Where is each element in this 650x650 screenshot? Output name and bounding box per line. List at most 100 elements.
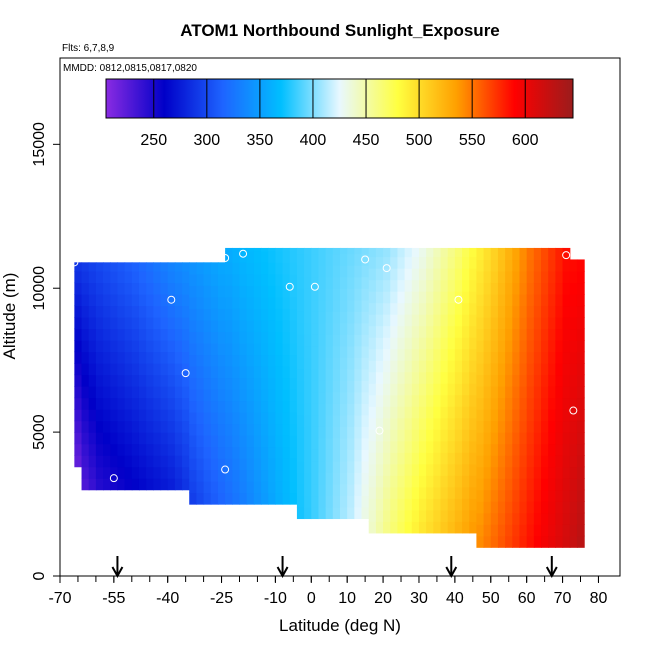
heatmap-cell bbox=[167, 420, 176, 433]
heatmap-cell bbox=[505, 535, 513, 548]
heatmap-cell bbox=[296, 506, 305, 520]
heatmap-cell bbox=[246, 446, 255, 459]
heatmap-cell bbox=[304, 253, 312, 266]
heatmap-cell bbox=[253, 296, 262, 309]
heatmap-cell bbox=[526, 489, 535, 502]
heatmap-cell bbox=[261, 492, 269, 505]
heatmap-cell bbox=[282, 446, 291, 459]
heatmap-cell bbox=[397, 247, 406, 258]
heatmap-cell bbox=[404, 440, 413, 453]
heatmap-cell bbox=[196, 434, 205, 448]
heatmap-cell bbox=[246, 481, 255, 494]
heatmap-cell bbox=[519, 489, 528, 502]
heatmap-cell bbox=[196, 469, 205, 482]
heatmap-cell bbox=[74, 374, 83, 387]
heatmap-cell bbox=[225, 458, 233, 471]
heatmap-cell bbox=[253, 434, 262, 448]
heatmap-cell bbox=[505, 328, 513, 341]
heatmap-cell bbox=[196, 308, 205, 321]
heatmap-cell bbox=[418, 383, 427, 396]
heatmap-cell bbox=[239, 365, 248, 379]
heatmap-cell bbox=[131, 305, 140, 318]
heatmap-cell bbox=[433, 521, 442, 534]
colorbar bbox=[105, 78, 574, 119]
heatmap-cell bbox=[483, 305, 492, 318]
heatmap-cell bbox=[447, 521, 456, 534]
heatmap-cell bbox=[304, 299, 312, 312]
heatmap-cell bbox=[569, 351, 578, 364]
heatmap-cell bbox=[433, 429, 442, 442]
heatmap-cell bbox=[512, 535, 521, 548]
heatmap-cell bbox=[225, 446, 233, 459]
heatmap-cell bbox=[497, 420, 506, 433]
heatmap-cell bbox=[253, 388, 262, 402]
heatmap-cell bbox=[253, 446, 262, 459]
heatmap-cell bbox=[390, 279, 399, 292]
heatmap-cell bbox=[569, 443, 578, 456]
heatmap-cell bbox=[217, 492, 226, 505]
heatmap-cell bbox=[117, 305, 126, 318]
heatmap-cell bbox=[246, 377, 255, 390]
heatmap-cell bbox=[526, 351, 535, 364]
heatmap-cell bbox=[555, 305, 564, 318]
heatmap-cell bbox=[497, 535, 506, 548]
heatmap-cell bbox=[261, 411, 269, 425]
heatmap-cell bbox=[390, 394, 399, 407]
heatmap-cell bbox=[447, 406, 456, 419]
heatmap-cell bbox=[505, 420, 513, 433]
heatmap-cell bbox=[318, 357, 327, 370]
heatmap-cell bbox=[217, 342, 226, 356]
heatmap-cell bbox=[296, 380, 305, 393]
heatmap-cell bbox=[440, 406, 449, 419]
heatmap-cell bbox=[253, 342, 262, 356]
heatmap-cell bbox=[261, 377, 269, 390]
heatmap-cell bbox=[81, 282, 90, 295]
heatmap-cell bbox=[462, 291, 470, 304]
heatmap-cell bbox=[311, 299, 320, 312]
heatmap-cell bbox=[153, 270, 162, 284]
heatmap-cell bbox=[440, 486, 449, 499]
heatmap-cell bbox=[526, 259, 535, 272]
x-tick-label: 70 bbox=[554, 590, 572, 607]
heatmap-cell bbox=[519, 270, 528, 284]
heatmap-cell bbox=[332, 380, 341, 393]
heatmap-cell bbox=[203, 273, 212, 286]
heatmap-cell bbox=[261, 434, 269, 448]
heatmap-cell bbox=[555, 524, 564, 537]
heatmap-cell bbox=[462, 268, 470, 281]
heatmap-cell bbox=[562, 524, 571, 537]
heatmap-cell bbox=[576, 512, 585, 525]
heatmap-cell bbox=[383, 521, 391, 534]
heatmap-cell bbox=[325, 437, 334, 450]
heatmap-cell bbox=[296, 437, 305, 450]
heatmap-cell bbox=[562, 270, 571, 284]
heatmap-cell bbox=[555, 455, 564, 468]
heatmap-cell bbox=[541, 340, 549, 353]
heatmap-cell bbox=[174, 374, 183, 387]
heatmap-cell bbox=[289, 434, 298, 448]
heatmap-cell bbox=[81, 293, 90, 307]
heatmap-cell bbox=[325, 265, 334, 278]
heatmap-cell bbox=[347, 345, 355, 358]
heatmap-cell bbox=[404, 247, 413, 258]
heatmap-cell bbox=[361, 403, 370, 416]
heatmap-cell bbox=[390, 383, 399, 396]
heatmap-cell bbox=[562, 328, 571, 341]
heatmap-cell bbox=[476, 270, 485, 284]
heatmap-cell bbox=[239, 273, 248, 286]
heatmap-cell bbox=[505, 501, 513, 514]
heatmap-cell bbox=[311, 460, 320, 473]
heatmap-cell bbox=[375, 302, 384, 315]
heatmap-cell bbox=[232, 400, 241, 413]
heatmap-cell bbox=[196, 411, 205, 425]
heatmap-cell bbox=[167, 317, 176, 330]
heatmap-cell bbox=[74, 351, 83, 364]
heatmap-cell bbox=[146, 351, 154, 364]
heatmap-cell bbox=[505, 524, 513, 537]
heatmap-cell bbox=[138, 317, 147, 330]
heatmap-cell bbox=[469, 268, 478, 281]
heatmap-cell bbox=[246, 469, 255, 482]
heatmap-cell bbox=[576, 328, 585, 341]
heatmap-cell bbox=[383, 371, 391, 384]
heatmap-cell bbox=[541, 386, 549, 399]
